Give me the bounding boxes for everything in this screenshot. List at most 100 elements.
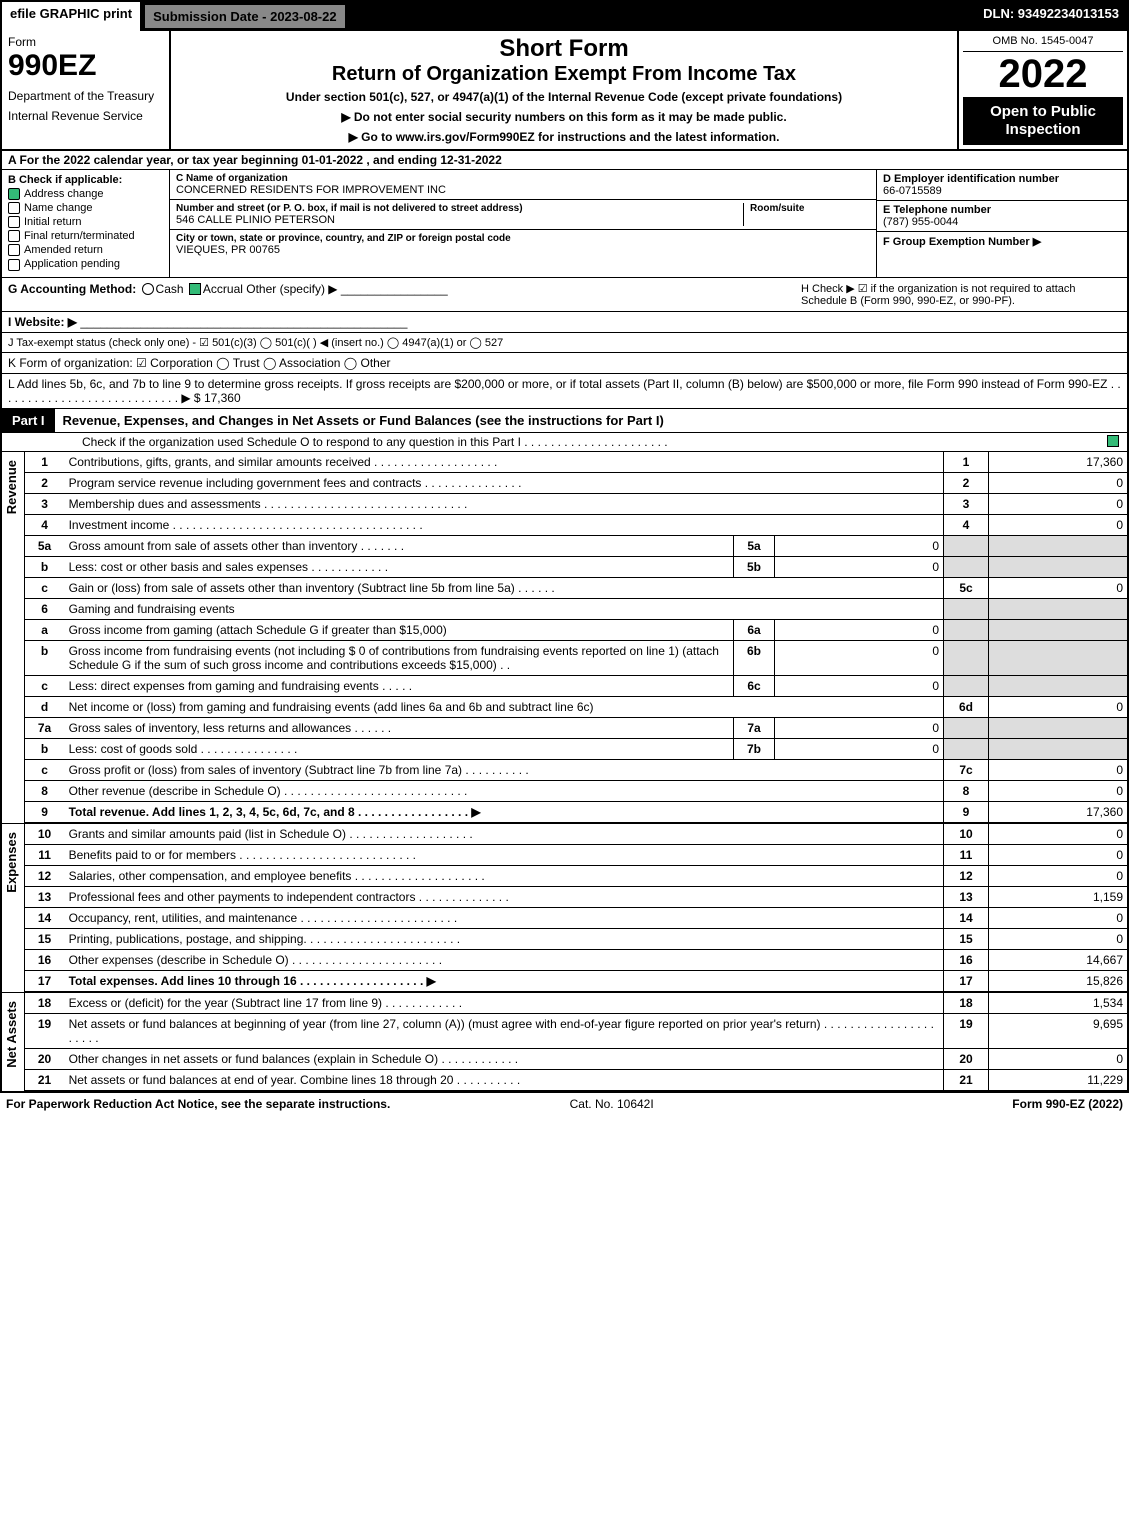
l7b-n: b — [25, 738, 65, 759]
l7b-mn: 7b — [734, 738, 775, 759]
top-bar: efile GRAPHIC print Submission Date - 20… — [2, 2, 1127, 31]
netassets-side: Net Assets — [2, 993, 25, 1091]
submission-date: Submission Date - 2023-08-22 — [144, 4, 346, 29]
irs-label: Internal Revenue Service — [8, 109, 163, 123]
l5a-rv — [989, 535, 1128, 556]
g-accrual: Accrual — [203, 282, 243, 296]
omb-number: OMB No. 1545-0047 — [963, 35, 1123, 52]
l1-n: 1 — [25, 452, 65, 473]
l5a-n: 5a — [25, 535, 65, 556]
l6d-d: Net income or (loss) from gaming and fun… — [65, 696, 944, 717]
dln: DLN: 93492234013153 — [975, 2, 1127, 31]
l1-rv: 17,360 — [989, 452, 1128, 473]
l1-d: Contributions, gifts, grants, and simila… — [65, 452, 944, 473]
l5a-d: Gross amount from sale of assets other t… — [65, 535, 734, 556]
l14-rn: 14 — [944, 907, 989, 928]
revenue-label: Revenue — [2, 452, 21, 522]
l6-rv — [989, 598, 1128, 619]
chk-amended[interactable]: Amended return — [8, 244, 163, 256]
l18-rn: 18 — [944, 993, 989, 1014]
l4-d: Investment income . . . . . . . . . . . … — [65, 514, 944, 535]
tax-year: 2022 — [963, 52, 1123, 97]
header-left: Form 990EZ Department of the Treasury In… — [2, 31, 171, 149]
netassets-label: Net Assets — [2, 993, 21, 1076]
revenue-table: 1Contributions, gifts, grants, and simil… — [25, 452, 1127, 823]
l6-rn — [944, 598, 989, 619]
l3-rv: 0 — [989, 493, 1128, 514]
l13-d: Professional fees and other payments to … — [65, 886, 944, 907]
l7a-rv — [989, 717, 1128, 738]
l15-rv: 0 — [989, 928, 1128, 949]
netassets-section: Net Assets 18Excess or (deficit) for the… — [2, 993, 1127, 1091]
chk-address-change[interactable]: Address change — [8, 188, 163, 200]
chk-final-return[interactable]: Final return/terminated — [8, 230, 163, 242]
l4-rn: 4 — [944, 514, 989, 535]
l6b-rn — [944, 640, 989, 675]
l6a-d: Gross income from gaming (attach Schedul… — [65, 619, 734, 640]
g-accrual-chk[interactable] — [189, 283, 201, 295]
l19-d: Net assets or fund balances at beginning… — [65, 1013, 944, 1048]
l5b-rn — [944, 556, 989, 577]
l20-d: Other changes in net assets or fund bala… — [65, 1048, 944, 1069]
part1-checkbox[interactable] — [1107, 435, 1119, 447]
part1-header: Part I Revenue, Expenses, and Changes in… — [2, 409, 1127, 433]
revenue-side: Revenue — [2, 452, 25, 823]
l19-n: 19 — [25, 1013, 65, 1048]
footer-cat: Cat. No. 10642I — [570, 1097, 654, 1111]
l6d-n: d — [25, 696, 65, 717]
ein: 66-0715589 — [883, 185, 1121, 197]
l6-n: 6 — [25, 598, 65, 619]
goto-link[interactable]: ▶ Go to www.irs.gov/Form990EZ for instru… — [177, 130, 951, 144]
l11-rv: 0 — [989, 844, 1128, 865]
l15-rn: 15 — [944, 928, 989, 949]
l7c-rn: 7c — [944, 759, 989, 780]
chk-initial-return[interactable]: Initial return — [8, 216, 163, 228]
l3-rn: 3 — [944, 493, 989, 514]
col-b: B Check if applicable: Address change Na… — [2, 170, 170, 277]
l16-d: Other expenses (describe in Schedule O) … — [65, 949, 944, 970]
chk-name-change[interactable]: Name change — [8, 202, 163, 214]
e-cap: E Telephone number — [883, 204, 1121, 216]
dept-treasury: Department of the Treasury — [8, 89, 163, 103]
l6c-n: c — [25, 675, 65, 696]
l6a-rv — [989, 619, 1128, 640]
l5b-n: b — [25, 556, 65, 577]
l7c-d: Gross profit or (loss) from sales of inv… — [65, 759, 944, 780]
org-city: VIEQUES, PR 00765 — [176, 244, 870, 256]
l5b-rv — [989, 556, 1128, 577]
l5b-mn: 5b — [734, 556, 775, 577]
col-def: D Employer identification number 66-0715… — [876, 170, 1127, 277]
l14-rv: 0 — [989, 907, 1128, 928]
l2-rv: 0 — [989, 472, 1128, 493]
l9-d: Total revenue. Add lines 1, 2, 3, 4, 5c,… — [65, 801, 944, 822]
l8-rn: 8 — [944, 780, 989, 801]
form-number: 990EZ — [8, 49, 163, 83]
l9-n: 9 — [25, 801, 65, 822]
g-cash-radio[interactable] — [142, 283, 154, 295]
ssn-warning: ▶ Do not enter social security numbers o… — [177, 110, 951, 124]
l10-rn: 10 — [944, 824, 989, 845]
l6c-mn: 6c — [734, 675, 775, 696]
l5c-rv: 0 — [989, 577, 1128, 598]
l7a-d: Gross sales of inventory, less returns a… — [65, 717, 734, 738]
l6d-rn: 6d — [944, 696, 989, 717]
l8-n: 8 — [25, 780, 65, 801]
l3-d: Membership dues and assessments . . . . … — [65, 493, 944, 514]
h-text: H Check ▶ ☑ if the organization is not r… — [801, 282, 1121, 307]
section-b-c-def: B Check if applicable: Address change Na… — [2, 170, 1127, 278]
header-right: OMB No. 1545-0047 2022 Open to Public In… — [957, 31, 1127, 149]
chk-app-pending[interactable]: Application pending — [8, 258, 163, 270]
telephone: (787) 955-0044 — [883, 216, 1121, 228]
form-word: Form — [8, 35, 163, 49]
i-label: I Website: ▶ — [8, 315, 77, 329]
row-k-org-form: K Form of organization: ☑ Corporation ◯ … — [2, 353, 1127, 374]
l7a-n: 7a — [25, 717, 65, 738]
l2-rn: 2 — [944, 472, 989, 493]
l5b-d: Less: cost or other basis and sales expe… — [65, 556, 734, 577]
l5b-mv: 0 — [775, 556, 944, 577]
org-address: 546 CALLE PLINIO PETERSON — [176, 214, 737, 226]
f-cap: F Group Exemption Number ▶ — [883, 235, 1121, 248]
efile-label: efile GRAPHIC print — [2, 2, 142, 31]
l15-d: Printing, publications, postage, and shi… — [65, 928, 944, 949]
l21-n: 21 — [25, 1069, 65, 1090]
